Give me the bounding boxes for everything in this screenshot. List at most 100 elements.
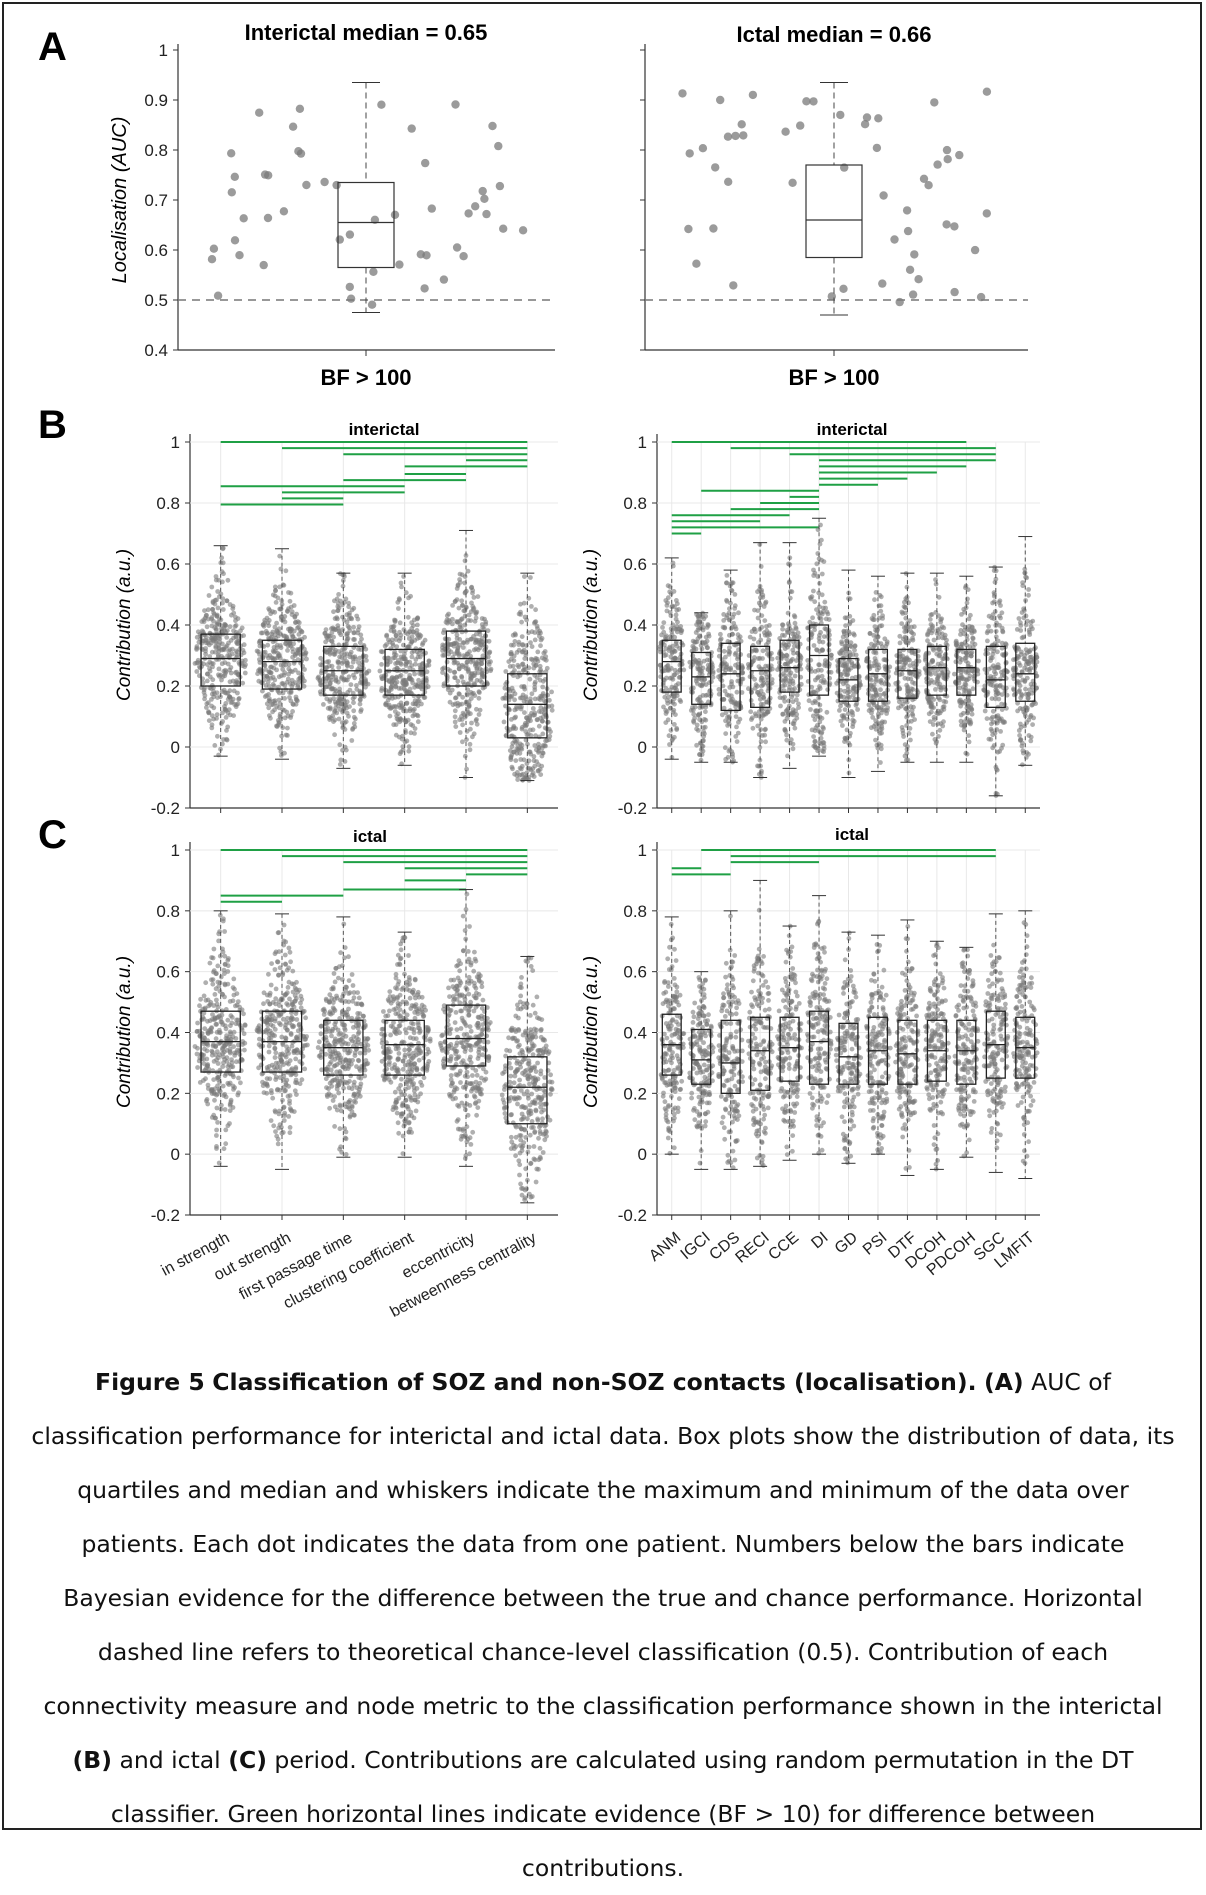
- contribution-dot: [342, 618, 347, 623]
- contribution-dot: [783, 729, 788, 734]
- contribution-dot: [243, 671, 248, 676]
- contribution-dot: [352, 675, 357, 680]
- contribution-dot: [476, 594, 481, 599]
- contribution-dot: [295, 626, 300, 631]
- contribution-dot: [759, 671, 764, 676]
- patient-dot: [942, 220, 950, 228]
- contribution-dot: [528, 677, 533, 682]
- contribution-dot: [287, 946, 292, 951]
- contribution-dot: [448, 668, 453, 673]
- contribution-dot: [340, 602, 345, 607]
- contribution-dot: [402, 627, 407, 632]
- contribution-axis-label-c-left: Contribution (a.u.): [114, 956, 135, 1108]
- contribution-dot: [338, 632, 343, 637]
- contribution-dot: [1018, 620, 1023, 625]
- patient-dot: [983, 88, 991, 96]
- contribution-dot: [216, 753, 221, 758]
- contribution-dot: [219, 555, 224, 560]
- contribution-dot: [807, 620, 812, 625]
- contribution-dot: [336, 680, 341, 685]
- contribution-dot: [208, 1018, 213, 1023]
- contribution-dot: [767, 632, 772, 637]
- patient-dot: [231, 173, 239, 181]
- contribution-dot: [274, 668, 279, 673]
- contribution-dot: [474, 667, 479, 672]
- contribution-dot: [219, 1103, 224, 1108]
- contribution-dot: [456, 582, 461, 587]
- contribution-dot: [241, 648, 246, 653]
- contribution-dot: [453, 724, 458, 729]
- contribution-dot: [786, 621, 791, 626]
- y-tick-label: 0.8: [156, 902, 180, 921]
- contribution-dot: [205, 1102, 210, 1107]
- contribution-dot: [209, 977, 214, 982]
- interictal-auc-title: Interictal median = 0.65: [245, 20, 488, 45]
- panel-label-c: C: [38, 813, 67, 857]
- contribution-dot: [733, 652, 738, 657]
- y-tick-label: 0.6: [623, 555, 647, 574]
- contribution-dot: [415, 616, 420, 621]
- contribution-dot: [1004, 660, 1009, 665]
- contribution-dot: [273, 625, 278, 630]
- contribution-dot: [210, 692, 215, 697]
- contribution-dot: [463, 608, 468, 613]
- contribution-dot: [528, 728, 533, 733]
- contribution-dot: [759, 564, 764, 569]
- contribution-dot: [1029, 713, 1034, 718]
- contribution-dot: [991, 709, 996, 714]
- contribution-dot: [973, 642, 978, 647]
- contribution-dot: [216, 672, 221, 677]
- contribution-dot: [445, 645, 450, 650]
- contribution-dot: [452, 652, 457, 657]
- contribution-dot: [1000, 641, 1005, 646]
- contribution-dot: [936, 662, 941, 667]
- contribution-dot: [450, 622, 455, 627]
- contribution-dot: [465, 638, 470, 643]
- y-tick-label: 0.7: [144, 191, 168, 210]
- contribution-dot: [263, 694, 268, 699]
- contribution-dot: [393, 619, 398, 624]
- contribution-dot: [674, 613, 679, 618]
- contribution-dot: [1026, 593, 1031, 598]
- contribution-dot: [218, 980, 223, 985]
- patient-dot: [296, 105, 304, 113]
- contribution-dot: [233, 1004, 238, 1009]
- contribution-dot: [194, 646, 199, 651]
- contribution-dot: [277, 746, 282, 751]
- contribution-dot: [751, 643, 756, 648]
- contribution-dot: [1027, 632, 1032, 637]
- contribution-dot: [449, 642, 454, 647]
- contribution-dot: [470, 591, 475, 596]
- contribution-dot: [505, 726, 510, 731]
- contribution-dot: [1000, 743, 1005, 748]
- contribution-dot: [458, 730, 463, 735]
- contribution-dot: [537, 724, 542, 729]
- contribution-dot: [222, 1146, 227, 1151]
- contribution-dot: [224, 635, 229, 640]
- contribution-dot: [214, 1144, 219, 1149]
- contribution-dot: [755, 608, 760, 613]
- contribution-dot: [463, 623, 468, 628]
- patient-dot: [235, 251, 243, 259]
- contribution-dot: [211, 1044, 216, 1049]
- contribution-dot: [479, 661, 484, 666]
- patient-dot: [231, 236, 239, 244]
- contribution-dot: [786, 630, 791, 635]
- contribution-dot: [459, 598, 464, 603]
- patient-dot: [716, 96, 724, 104]
- contribution-dot: [364, 658, 369, 663]
- contribution-dot: [415, 713, 420, 718]
- contribution-dot: [487, 662, 492, 667]
- contribution-dot: [703, 725, 708, 730]
- contribution-dot: [667, 668, 672, 673]
- contribution-dot: [784, 738, 789, 743]
- y-tick-label: 0.9: [144, 91, 168, 110]
- contribution-dot: [820, 592, 825, 597]
- contribution-dot: [406, 615, 411, 620]
- contribution-dot: [839, 639, 844, 644]
- contribution-dot: [536, 769, 541, 774]
- contribution-dot: [851, 721, 856, 726]
- contribution-dot: [224, 1026, 229, 1031]
- contribution-dot: [985, 716, 990, 721]
- contribution-dot: [398, 620, 403, 625]
